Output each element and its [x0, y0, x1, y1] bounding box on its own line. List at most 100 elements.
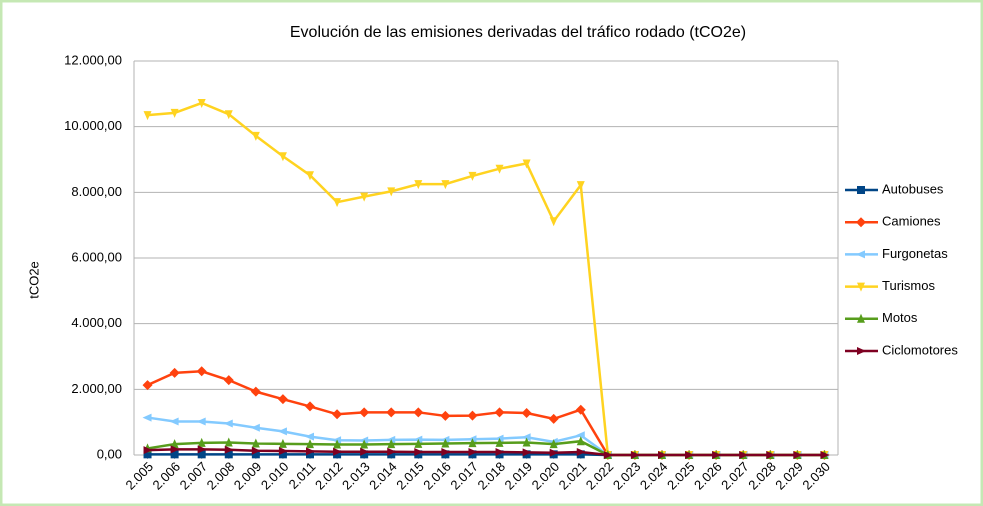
point-marker	[603, 451, 613, 459]
point-marker	[793, 451, 803, 459]
legend-label: Camiones	[882, 214, 941, 229]
point-marker	[333, 198, 342, 208]
point-marker	[386, 435, 396, 444]
point-marker	[196, 366, 207, 377]
point-marker	[333, 447, 343, 456]
point-marker	[196, 417, 206, 426]
point-marker	[224, 445, 234, 454]
point-marker	[305, 432, 314, 441]
point-marker	[549, 217, 558, 227]
point-marker	[630, 451, 640, 459]
point-marker	[143, 446, 153, 455]
point-marker	[522, 159, 531, 169]
point-marker	[549, 448, 559, 457]
point-marker	[277, 427, 287, 436]
point-marker	[223, 419, 233, 428]
point-marker	[387, 439, 396, 449]
point-marker	[387, 187, 396, 197]
point-marker	[575, 431, 585, 440]
point-marker	[306, 439, 314, 449]
y-tick-label: 2.000,00	[71, 381, 122, 396]
point-marker	[169, 367, 180, 378]
point-marker	[576, 448, 586, 457]
point-marker	[467, 435, 477, 444]
point-marker	[306, 447, 315, 456]
point-marker	[468, 448, 478, 457]
point-marker	[251, 131, 260, 141]
point-marker	[223, 375, 234, 386]
point-marker	[333, 439, 342, 449]
point-marker	[360, 447, 370, 456]
legend-marker	[856, 217, 866, 228]
legend-marker	[857, 347, 866, 355]
point-marker	[494, 434, 504, 443]
point-marker	[306, 171, 314, 181]
point-marker	[359, 407, 370, 418]
point-marker	[278, 152, 287, 162]
point-marker	[143, 111, 152, 121]
point-marker	[414, 180, 423, 190]
point-marker	[360, 439, 369, 449]
point-marker	[495, 437, 504, 447]
point-marker	[467, 410, 478, 421]
point-marker	[332, 409, 343, 420]
point-marker	[522, 448, 532, 457]
point-marker	[360, 192, 369, 202]
point-marker	[766, 451, 776, 459]
point-marker	[441, 438, 450, 448]
legend-marker	[856, 250, 865, 259]
chart-title: Evolución de las emisiones derivadas del…	[290, 24, 746, 41]
point-marker	[685, 451, 695, 459]
point-marker	[468, 438, 477, 448]
point-marker	[413, 435, 423, 444]
point-marker	[169, 417, 179, 426]
point-marker	[250, 386, 261, 397]
point-marker	[576, 436, 585, 446]
point-marker	[739, 451, 749, 459]
y-tick-label: 10.000,00	[64, 118, 122, 133]
point-marker	[468, 171, 477, 181]
legend-label: Autobuses	[882, 181, 944, 196]
point-marker	[250, 423, 260, 432]
legend-label: Furgonetas	[882, 246, 948, 261]
point-marker	[170, 445, 180, 454]
point-marker	[522, 437, 531, 447]
point-marker	[548, 413, 559, 424]
legend-marker	[857, 282, 865, 292]
point-marker	[521, 433, 531, 442]
y-tick-label: 6.000,00	[71, 249, 122, 264]
point-marker	[441, 448, 451, 457]
point-marker	[712, 451, 722, 459]
point-marker	[251, 438, 260, 448]
y-tick-label: 4.000,00	[71, 315, 122, 330]
point-marker	[332, 436, 342, 445]
point-marker	[170, 108, 179, 118]
point-marker	[277, 394, 288, 405]
point-marker	[278, 438, 287, 448]
point-marker	[251, 446, 261, 455]
point-marker	[658, 451, 667, 459]
y-tick-label: 12.000,00	[64, 52, 122, 67]
point-marker	[495, 164, 504, 174]
legend-label: Motos	[882, 310, 918, 325]
point-marker	[224, 437, 233, 447]
point-marker	[414, 438, 423, 448]
legend-marker	[857, 313, 865, 323]
point-marker	[170, 439, 179, 449]
y-tick-label: 0,00	[97, 446, 122, 461]
point-marker	[414, 448, 424, 457]
point-marker	[359, 436, 369, 445]
point-marker	[224, 110, 233, 120]
point-marker	[142, 413, 152, 422]
point-marker	[305, 401, 315, 412]
point-marker	[142, 380, 153, 391]
point-marker	[197, 437, 206, 447]
legend-label: Turismos	[882, 278, 935, 293]
point-marker	[386, 407, 397, 418]
point-marker	[495, 448, 505, 457]
legend-marker	[857, 186, 865, 194]
point-marker	[549, 439, 558, 449]
point-marker	[197, 99, 206, 109]
